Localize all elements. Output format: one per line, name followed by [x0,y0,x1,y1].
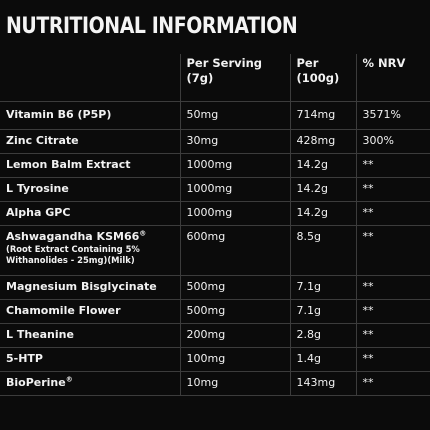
ingredient-name: L Tyrosine [0,177,180,202]
ingredient-name: Chamomile Flower [0,299,180,324]
per-100g-value: 428mg [289,129,356,154]
registered-mark: ® [65,375,73,384]
per-serving-value: 500mg [179,275,290,300]
nrv-value: ** [355,201,430,226]
table-row: Chamomile Flower 500mg 7.1g ** [0,299,430,324]
ingredient-name: Magnesium Bisglycinate [0,275,180,300]
ingredient-name: Lemon Balm Extract [0,153,180,178]
per-100g-value: 8.5g [289,225,356,276]
ingredient-name: L Theanine [0,323,180,348]
per-serving-value: 1000mg [179,201,290,226]
nrv-value: ** [355,153,430,178]
nrv-value: ** [355,177,430,202]
per-serving-value: 1000mg [179,177,290,202]
per-serving-value: 30mg [179,129,290,154]
ingredient-name: Vitamin B6 (P5P) [0,101,180,130]
per-serving-value: 50mg [179,101,290,130]
per-100g-value: 2.8g [289,323,356,348]
nutrition-table: Per Serving (7g) Per (100g) % NRV Vitami… [0,54,430,396]
header-per-100g: Per (100g) [289,54,356,102]
table-row: Zinc Citrate 30mg 428mg 300% [0,129,430,154]
page-title: NUTRITIONAL INFORMATION [6,14,298,39]
ingredient-name-cell: Ashwagandha KSM66® (Root Extract Containi… [0,225,180,276]
per-100g-value: 7.1g [289,275,356,300]
per-serving-value: 1000mg [179,153,290,178]
table-row: L Theanine 200mg 2.8g ** [0,323,430,348]
per-serving-value: 10mg [179,371,290,396]
table-row: Lemon Balm Extract 1000mg 14.2g ** [0,153,430,178]
header-per-serving: Per Serving (7g) [179,54,290,102]
per-100g-value: 14.2g [289,201,356,226]
per-serving-value: 500mg [179,299,290,324]
per-100g-value: 143mg [289,371,356,396]
ingredient-name: Zinc Citrate [0,129,180,154]
ingredient-name-cell: BioPerine® [0,371,180,396]
per-100g-value: 1.4g [289,347,356,372]
per-100g-value: 14.2g [289,177,356,202]
ingredient-name: 5-HTP [0,347,180,372]
header-blank [0,54,180,102]
per-serving-value: 600mg [179,225,290,276]
nrv-value: ** [355,299,430,324]
per-serving-value: 200mg [179,323,290,348]
ingredient-name: BioPerine [6,376,66,389]
nrv-value: ** [355,371,430,396]
per-100g-value: 714mg [289,101,356,130]
ingredient-name: Ashwagandha KSM66 [6,230,140,243]
nrv-value: 3571% [355,101,430,130]
table-row: L Tyrosine 1000mg 14.2g ** [0,177,430,202]
table-header-row: Per Serving (7g) Per (100g) % NRV [0,54,430,102]
nrv-value: ** [355,275,430,300]
nrv-value: ** [355,323,430,348]
per-100g-value: 7.1g [289,299,356,324]
ingredient-note: (Root Extract Containing 5% Withanolides… [6,244,140,265]
nrv-value: ** [355,225,430,276]
per-100g-value: 14.2g [289,153,356,178]
table-row: Ashwagandha KSM66® (Root Extract Containi… [0,225,430,276]
table-row: Magnesium Bisglycinate 500mg 7.1g ** [0,275,430,300]
table-row: BioPerine® 10mg 143mg ** [0,371,430,396]
per-serving-value: 100mg [179,347,290,372]
ingredient-name: Alpha GPC [0,201,180,226]
registered-mark: ® [139,229,147,238]
header-nrv: % NRV [355,54,430,102]
nrv-value: 300% [355,129,430,154]
nrv-value: ** [355,347,430,372]
table-row: 5-HTP 100mg 1.4g ** [0,347,430,372]
table-row: Vitamin B6 (P5P) 50mg 714mg 3571% [0,101,430,130]
table-row: Alpha GPC 1000mg 14.2g ** [0,201,430,226]
